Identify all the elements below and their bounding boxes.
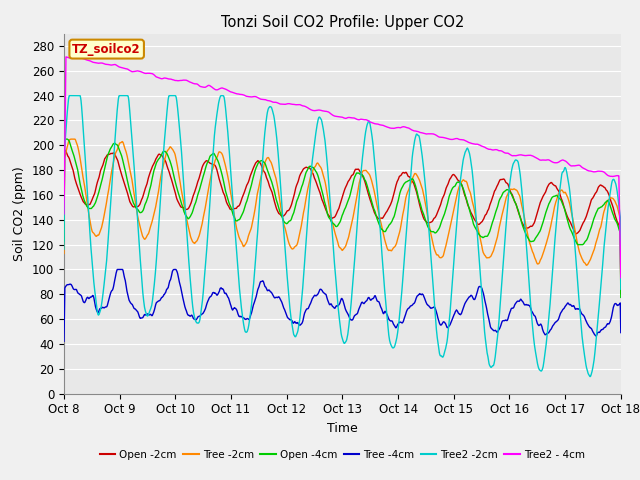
Text: TZ_soilco2: TZ_soilco2 [72, 43, 141, 56]
Legend: Open -2cm, Tree -2cm, Open -4cm, Tree -4cm, Tree2 -2cm, Tree2 - 4cm: Open -2cm, Tree -2cm, Open -4cm, Tree -4… [95, 445, 589, 464]
Y-axis label: Soil CO2 (ppm): Soil CO2 (ppm) [13, 166, 26, 261]
Title: Tonzi Soil CO2 Profile: Upper CO2: Tonzi Soil CO2 Profile: Upper CO2 [221, 15, 464, 30]
X-axis label: Time: Time [327, 422, 358, 435]
